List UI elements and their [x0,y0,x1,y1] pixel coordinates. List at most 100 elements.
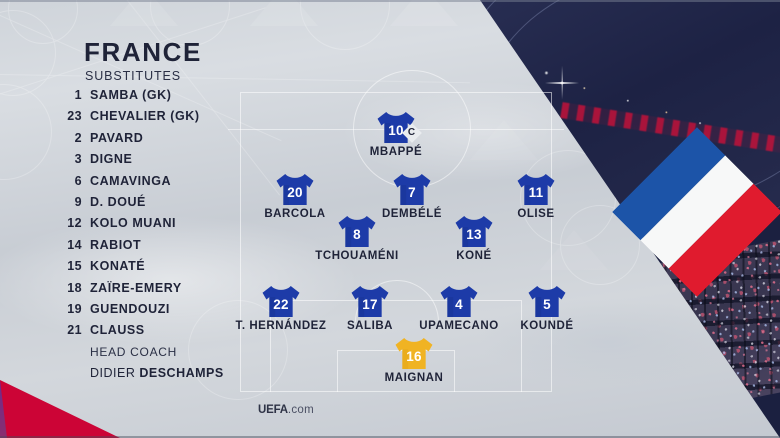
substitute-row: 9 D. DOUÉ [40,195,230,216]
player-name: DEMBÉLÉ [381,208,443,220]
substitute-name: D. DOUÉ [90,194,146,209]
substitute-row: 14 RABIOT [40,238,230,259]
player-outfield[interactable]: 13 KONÉ [428,214,520,262]
shirt-number: 13 [466,227,482,242]
shirt-icon: 16 [393,336,435,371]
captain-armband-icon: C [401,122,422,143]
player-name: T. HERNÁNDEZ [235,320,327,332]
shirt-number: 11 [528,185,544,200]
substitute-row: 21 CLAUSS [40,323,230,344]
substitute-name: CLAUSS [90,323,145,338]
player-outfield[interactable]: 11 OLISE [490,172,582,220]
substitute-row: 23 CHEVALIER (GK) [40,109,230,130]
player-outfield[interactable]: 7 DEMBÉLÉ [366,172,458,220]
substitute-number: 14 [67,237,82,252]
shirt-number: 20 [287,185,303,200]
shirt-icon: 10 C [375,110,422,145]
substitute-number: 18 [67,280,82,295]
substitute-number: 1 [74,88,82,102]
player-name: MBAPPÉ [369,146,423,158]
substitute-row: 2 PAVARD [40,131,230,152]
substitute-name: DIGNE [90,152,133,167]
uefa-domain-suffix: .com [287,404,314,416]
shirt-icon: 7 [391,172,433,207]
substitute-name: CAMAVINGA [90,173,172,188]
bottom-edge-line [0,436,780,438]
player-name: KOUNDÉ [520,320,574,332]
player-name: KONÉ [456,250,492,262]
shirt-number: 4 [455,297,463,312]
uefa-branding[interactable]: UEFA.com [258,404,314,416]
shirt-icon: 8 [336,214,378,249]
player-outfield[interactable]: 22 T. HERNÁNDEZ [235,284,327,332]
shirt-icon: 22 [260,284,302,319]
substitute-number: 3 [74,152,82,167]
shirt-number: 10 [388,123,404,138]
head-coach-first-name: DIDIER [90,366,136,381]
substitute-number: 2 [74,130,82,145]
player-outfield[interactable]: 5 KOUNDÉ [501,284,593,332]
head-coach-last-name: DESCHAMPS [139,366,224,381]
player-name: BARCOLA [264,208,326,220]
head-coach-name-row: DIDIER DESCHAMPS [40,366,230,387]
substitute-name: CHEVALIER (GK) [90,109,200,124]
substitute-row: 12 KOLO MUANI [40,216,230,237]
substitute-name: SAMBA (GK) [90,88,172,102]
penalty-box [270,300,522,392]
shirt-icon: 13 [453,214,495,249]
player-name: UPAMECANO [419,320,499,332]
substitute-row: 15 KONATÉ [40,259,230,280]
page-title: FRANCE [84,37,202,67]
head-coach-label-row: HEAD COACH [40,345,230,366]
shirt-icon: 4 [438,284,480,319]
shirt-number: 16 [406,349,422,364]
substitute-number: 12 [67,216,82,231]
player-outfield[interactable]: 20 BARCOLA [249,172,341,220]
substitute-number: 6 [74,173,82,188]
shirt-icon: 5 [526,284,568,319]
shirt-icon: 17 [349,284,391,319]
shirt-number: 8 [353,227,361,242]
substitute-row: 18 ZAÏRE-EMERY [40,281,230,302]
player-name: MAIGNAN [384,372,444,384]
shirt-icon: 20 [274,172,316,207]
lens-flare [545,66,579,100]
shirt-icon: 11 [515,172,557,207]
shirt-number: 22 [273,297,289,312]
substitute-name: KOLO MUANI [90,216,177,231]
shirt-number: 5 [543,297,551,312]
player-outfield[interactable]: 4 UPAMECANO [413,284,505,332]
head-coach-name: DIDIER DESCHAMPS [90,366,224,380]
player-outfield[interactable]: 8 TCHOUAMÉNI [311,214,403,262]
shirt-number: 17 [362,297,378,312]
substitute-row: 1 SAMBA (GK) [40,88,230,109]
player-name: TCHOUAMÉNI [315,250,399,262]
player-name: OLISE [517,208,555,220]
substitute-number: 15 [67,259,82,274]
corner-accent-violet [0,380,7,438]
substitute-name: PAVARD [90,130,144,145]
substitute-number: 23 [67,109,82,124]
substitute-name: ZAÏRE-EMERY [90,280,182,295]
substitute-row: 3 DIGNE [40,152,230,173]
substitutes-heading: SUBSTITUTES [85,69,182,83]
substitute-name: KONATÉ [90,259,146,274]
substitute-number: 19 [67,301,82,316]
goal-area-box [337,350,455,392]
substitute-number: 21 [67,323,82,338]
substitute-row: 6 CAMAVINGA [40,174,230,195]
player-name: SALIBA [346,320,394,332]
player-outfield[interactable]: 17 SALIBA [324,284,416,332]
uefa-wordmark: UEFA [258,404,288,416]
substitute-number: 9 [74,194,82,209]
substitute-name: GUENDOUZI [90,301,170,316]
substitute-row: 19 GUENDOUZI [40,302,230,323]
shirt-number: 7 [408,185,416,200]
player-goalkeeper[interactable]: 16 MAIGNAN [368,336,460,384]
head-coach-label: HEAD COACH [90,344,178,359]
top-edge-line [0,0,780,2]
player-outfield[interactable]: 10 C MBAPPÉ [350,110,442,158]
captain-badge-letter: C [407,126,416,138]
